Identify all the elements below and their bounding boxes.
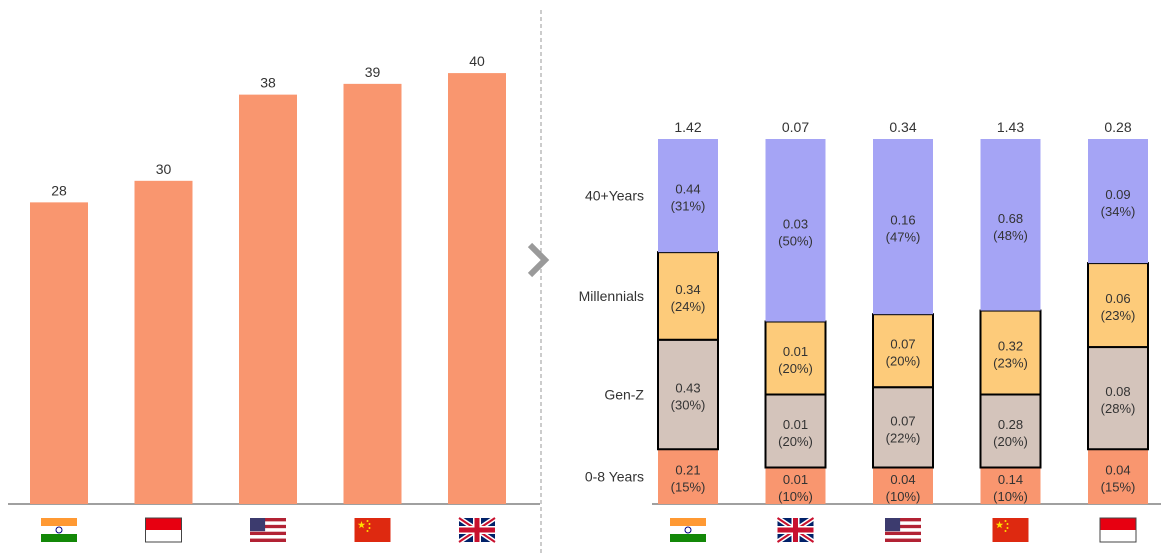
segment-share-label: (50%) xyxy=(778,233,813,248)
segment-0-8-years xyxy=(1088,449,1148,504)
segment-share-label: (15%) xyxy=(1101,480,1136,495)
india-flag xyxy=(670,518,706,542)
legend-label: Millennials xyxy=(579,288,644,304)
segment-millennials xyxy=(1087,262,1149,349)
segment-40-years xyxy=(980,139,1041,311)
total-label: 0.34 xyxy=(889,119,916,135)
usa-flag xyxy=(885,518,921,542)
bar-value-label: 30 xyxy=(156,161,172,177)
segment-value-label: 0.04 xyxy=(1105,463,1130,478)
segment-share-label: (23%) xyxy=(993,356,1028,371)
bar-value-label: 28 xyxy=(51,182,67,198)
uk-flag xyxy=(457,515,497,545)
segment-value-label: 0.32 xyxy=(998,339,1023,354)
segment-value-label: 0.01 xyxy=(783,344,808,359)
bar-value-label: 40 xyxy=(469,53,485,69)
segment-share-label: (24%) xyxy=(671,299,706,314)
segment-value-label: 0.14 xyxy=(998,472,1023,487)
bar-indonesia xyxy=(134,180,193,504)
segment-share-label: (10%) xyxy=(778,489,813,504)
segment-share-label: (20%) xyxy=(993,434,1028,449)
segment-value-label: 0.21 xyxy=(675,463,700,478)
segment-share-label: (48%) xyxy=(993,228,1028,243)
segment-value-label: 0.01 xyxy=(783,417,808,432)
segment-40-years xyxy=(765,139,826,322)
segment-40-years xyxy=(658,139,718,253)
segment-share-label: (34%) xyxy=(1101,204,1136,219)
right-stacked-chart: 0.21 (15%) 0.43 (30%) 0.34 (24%) 0.44 (31%) 1.42… xyxy=(579,119,1161,545)
india-flag xyxy=(41,518,77,542)
china-flag xyxy=(992,518,1029,542)
uk-flag xyxy=(776,515,815,545)
segment-gen-z xyxy=(872,386,934,469)
bar-united-states xyxy=(239,94,297,505)
segment-share-label: (30%) xyxy=(671,398,706,413)
legend-label: Gen-Z xyxy=(604,387,644,403)
total-label: 0.28 xyxy=(1104,119,1131,135)
segment-millennials xyxy=(657,251,719,341)
bar-value-label: 39 xyxy=(365,64,381,80)
total-label: 1.43 xyxy=(997,119,1024,135)
segment-millennials xyxy=(764,320,827,396)
indonesia-flag xyxy=(1099,517,1137,543)
total-label: 1.42 xyxy=(674,119,701,135)
segment-share-label: (23%) xyxy=(1101,308,1136,323)
segment-value-label: 0.44 xyxy=(675,182,700,197)
segment-0-8-years xyxy=(765,467,826,504)
segment-millennials xyxy=(872,313,934,389)
segment-value-label: 0.03 xyxy=(783,216,808,231)
chevron-right-icon xyxy=(527,242,550,278)
indonesia-flag xyxy=(145,517,182,543)
segment-0-8-years xyxy=(980,467,1041,504)
segment-share-label: (28%) xyxy=(1101,401,1136,416)
usa-flag xyxy=(250,518,286,542)
segment-share-label: (20%) xyxy=(778,361,813,376)
segment-share-label: (31%) xyxy=(671,199,706,214)
segment-value-label: 0.07 xyxy=(890,337,915,352)
segment-share-label: (10%) xyxy=(993,489,1028,504)
segment-gen-z xyxy=(1087,346,1149,451)
segment-40-years xyxy=(873,139,933,315)
segment-share-label: (22%) xyxy=(886,430,921,445)
segment-value-label: 0.07 xyxy=(890,413,915,428)
bar-value-label: 38 xyxy=(260,75,276,91)
segment-share-label: (20%) xyxy=(778,434,813,449)
segment-share-label: (10%) xyxy=(886,489,921,504)
segment-share-label: (20%) xyxy=(886,354,921,369)
segment-0-8-years xyxy=(658,449,718,504)
legend-label: 0-8 Years xyxy=(585,469,644,485)
total-label: 0.07 xyxy=(782,119,809,135)
segment-value-label: 0.08 xyxy=(1105,384,1130,399)
bar-united-kingdom xyxy=(448,73,506,504)
segment-value-label: 0.04 xyxy=(890,472,915,487)
segment-0-8-years xyxy=(873,467,933,504)
segment-gen-z xyxy=(657,338,719,451)
segment-40-years xyxy=(1088,139,1148,264)
segment-gen-z xyxy=(979,393,1042,469)
left-bar-chart: 28 30 38 39 40 xyxy=(8,53,540,545)
china-flag xyxy=(354,518,391,542)
segment-share-label: (15%) xyxy=(671,480,706,495)
segment-value-label: 0.43 xyxy=(675,381,700,396)
segment-value-label: 0.06 xyxy=(1105,291,1130,306)
segment-value-label: 0.01 xyxy=(783,472,808,487)
segment-value-label: 0.34 xyxy=(675,282,700,297)
segment-value-label: 0.09 xyxy=(1105,187,1130,202)
bar-china xyxy=(343,83,402,504)
bar-india xyxy=(30,202,88,504)
segment-value-label: 0.68 xyxy=(998,211,1023,226)
segment-value-label: 0.28 xyxy=(998,417,1023,432)
segment-value-label: 0.16 xyxy=(890,213,915,228)
legend-label: 40+Years xyxy=(585,188,644,204)
segment-share-label: (47%) xyxy=(886,230,921,245)
segment-millennials xyxy=(979,309,1042,396)
